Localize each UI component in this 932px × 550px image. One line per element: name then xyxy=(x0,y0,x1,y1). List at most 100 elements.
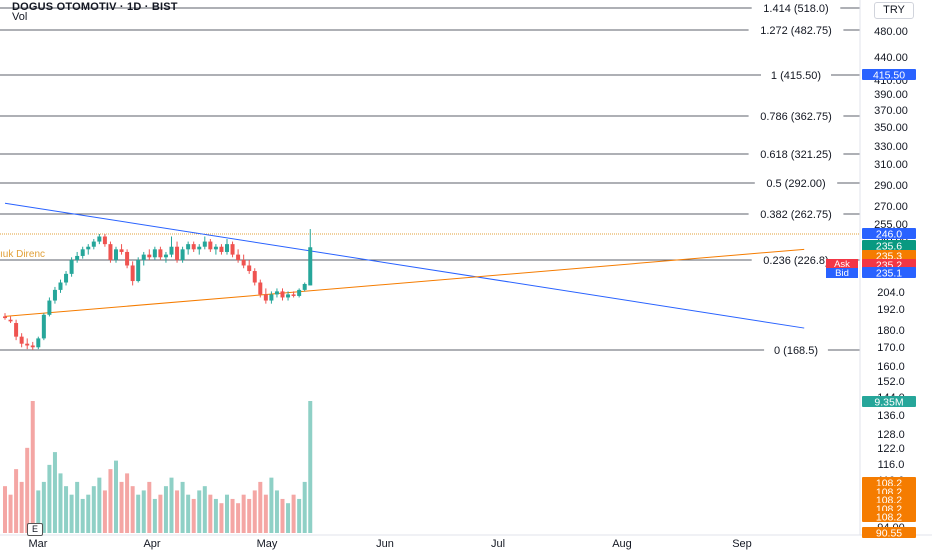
volume-bar xyxy=(52,452,57,533)
volume-bar xyxy=(125,473,130,533)
candle-body xyxy=(14,323,19,337)
volume-bar xyxy=(141,490,146,533)
price-tick-label: 204.0 xyxy=(877,287,905,299)
candle-body xyxy=(86,246,91,250)
volume-bar xyxy=(175,490,180,533)
volume-bar xyxy=(14,469,19,533)
volume-bar xyxy=(86,494,91,533)
candle-body xyxy=(186,244,191,250)
volume-bar xyxy=(108,469,113,533)
time-tick-label: Apr xyxy=(143,538,160,550)
time-tick-label: May xyxy=(257,538,278,550)
candle-body xyxy=(280,291,285,298)
fib-label-bg xyxy=(764,344,828,356)
price-tick-label: 290.00 xyxy=(874,180,908,192)
volume-bar xyxy=(219,503,224,533)
currency-badge[interactable]: TRY xyxy=(874,2,914,19)
price-badge-text: 108.2 xyxy=(876,512,902,524)
fib-label: 0.618 (321.25) xyxy=(760,149,832,161)
time-tick-label: Sep xyxy=(732,538,752,550)
time-axis[interactable]: Mar Apr May Jun Jul Aug Sep xyxy=(29,538,752,550)
candle-body xyxy=(3,316,7,319)
price-badge xyxy=(862,511,916,522)
fib-label-bg xyxy=(748,24,844,36)
candle-body xyxy=(97,236,102,242)
volume-bar xyxy=(269,477,274,533)
volume-bar xyxy=(19,481,24,533)
candle-body xyxy=(80,249,85,256)
volume-bar xyxy=(147,481,152,533)
price-tick-label: 390.00 xyxy=(874,89,908,101)
volume-bar xyxy=(241,494,246,533)
volume-bar xyxy=(8,494,13,533)
fib-label: 1.414 (518.0) xyxy=(763,3,828,15)
volume-bar xyxy=(58,473,63,533)
volume-bar xyxy=(202,486,207,533)
fib-label-bg xyxy=(751,254,841,266)
uptrend-line xyxy=(4,248,805,317)
volume-bar xyxy=(114,460,118,533)
candle-body xyxy=(136,259,141,282)
candle-body xyxy=(102,236,107,245)
price-tick-label: 128.0 xyxy=(877,429,905,441)
fib-label: 0 (168.5) xyxy=(774,345,818,357)
candle-body xyxy=(8,319,13,322)
volume-bar xyxy=(280,498,285,533)
candle-body xyxy=(302,283,307,290)
candle-body xyxy=(52,289,57,301)
candle-body xyxy=(69,259,74,274)
candle-body xyxy=(191,244,196,250)
volume-bar xyxy=(247,498,252,533)
price-badge-text: 246.0 xyxy=(876,229,902,241)
earnings-marker[interactable]: E xyxy=(27,523,43,536)
candle-body xyxy=(130,265,135,282)
volume-bar xyxy=(158,494,163,533)
volume-bar xyxy=(75,481,80,533)
fib-label: 1 (415.50) xyxy=(771,70,821,82)
volume-bar xyxy=(225,494,229,533)
fib-label-bg xyxy=(748,208,844,220)
price-badge-text: 235.6 xyxy=(876,241,902,253)
candle-body xyxy=(64,273,69,283)
volume-bar xyxy=(47,464,52,533)
candle-body xyxy=(230,244,235,255)
price-badge xyxy=(862,527,916,538)
volume-bar xyxy=(163,486,168,533)
volume-bar xyxy=(3,486,7,533)
candle-body xyxy=(147,254,152,258)
candle-body xyxy=(30,345,35,348)
candle-body xyxy=(241,259,246,266)
resistance-label: ıuk Direnc xyxy=(0,249,45,260)
time-tick-label: Aug xyxy=(612,538,632,550)
volume-bar xyxy=(169,477,174,533)
ask-label: Ask xyxy=(834,259,850,270)
time-tick-label: Jun xyxy=(376,538,394,550)
volume-legend[interactable]: Vol xyxy=(12,11,28,23)
price-badge-text: 9.35M xyxy=(874,397,903,409)
candle-body xyxy=(158,249,163,258)
candle-body xyxy=(114,249,118,260)
volume-bar xyxy=(119,481,124,533)
price-badge-text: 235.1 xyxy=(876,268,902,280)
candle-body xyxy=(247,265,252,272)
price-badge xyxy=(862,250,916,261)
candle-body xyxy=(197,246,202,250)
candle-body xyxy=(47,300,52,315)
volume-bar xyxy=(263,494,268,533)
fib-label: 0.236 (226.8) xyxy=(763,255,828,267)
price-badge xyxy=(862,396,916,407)
price-tick-label: 136.0 xyxy=(877,410,905,422)
candle-body xyxy=(58,282,63,290)
volume-bar xyxy=(80,498,85,533)
candle-body xyxy=(274,291,279,295)
fib-label-bg xyxy=(751,2,841,14)
candle-body xyxy=(286,294,291,298)
price-axis[interactable]: 480.00440.00410.00390.00370.00350.00330.… xyxy=(874,26,908,534)
volume-bar xyxy=(274,490,279,533)
volume-bar xyxy=(252,490,257,533)
price-badge xyxy=(862,477,916,488)
volume-bar xyxy=(302,481,307,533)
symbol-title[interactable]: DOGUS OTOMOTIV · 1D · BIST xyxy=(12,1,178,13)
candle-body xyxy=(36,338,41,348)
